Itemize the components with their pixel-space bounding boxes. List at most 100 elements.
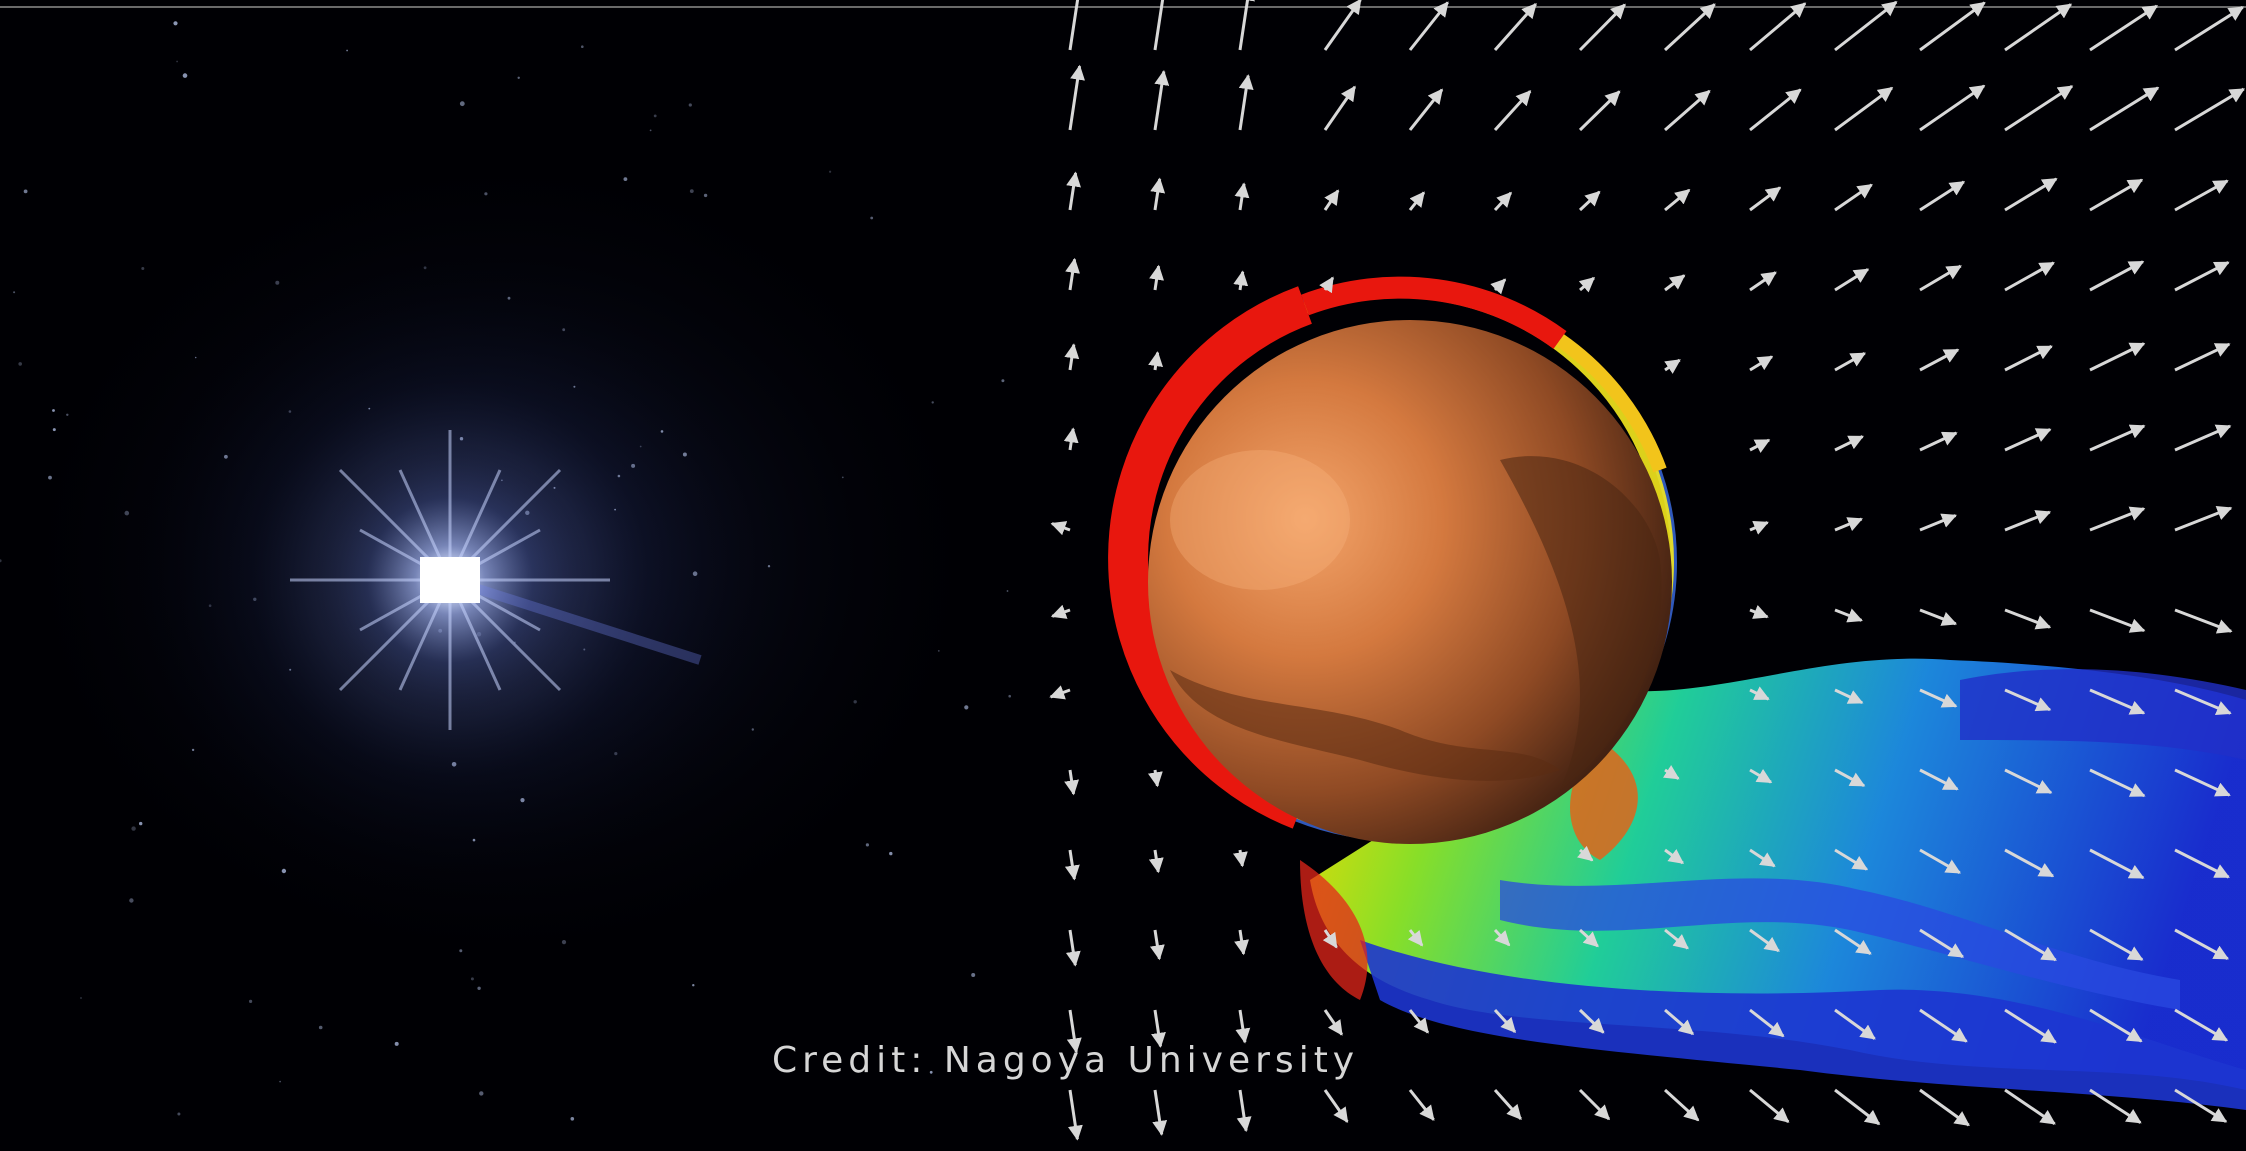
field-arrow: [1066, 171, 1081, 211]
field-arrow: [2004, 1088, 2056, 1125]
field-arrow: [1749, 186, 1782, 212]
star: [484, 192, 488, 196]
star: [18, 362, 23, 366]
field-arrow: [2004, 608, 2052, 630]
field-arrow: [1065, 929, 1081, 967]
field-arrow: [1919, 1, 1986, 52]
field-arrow: [1749, 2, 1807, 52]
field-arrow: [1664, 928, 1689, 950]
star: [80, 997, 82, 999]
field-arrow: [2004, 768, 2053, 794]
field-arrow: [1919, 848, 1962, 875]
field-arrow: [2004, 510, 2052, 532]
star: [459, 949, 463, 953]
field-arrow: [2089, 768, 2146, 798]
field-arrow: [1493, 191, 1512, 212]
star: [692, 984, 695, 987]
field-arrow: [1149, 264, 1164, 291]
field-arrow: [2089, 928, 2144, 961]
field-arrow: [1834, 517, 1863, 532]
field-arrow: [1578, 90, 1621, 132]
field-arrow: [1068, 0, 1080, 51]
field-arrow: [1408, 191, 1426, 211]
field-arrow: [1490, 278, 1507, 295]
star: [13, 291, 16, 294]
star: [561, 940, 567, 945]
field-arrow: [1919, 608, 1958, 626]
star: [281, 868, 287, 874]
field-arrow: [2089, 1088, 2142, 1124]
field-arrow: [2004, 345, 2053, 372]
field-arrow: [2089, 688, 2146, 715]
field-arrow: [1578, 928, 1599, 948]
star: [129, 898, 134, 903]
field-arrow: [2089, 1008, 2143, 1043]
field-arrow: [1408, 1009, 1430, 1034]
star: [177, 1112, 181, 1116]
star: [279, 1080, 281, 1083]
star: [623, 177, 628, 182]
field-arrow: [1919, 1008, 1968, 1043]
field-arrow: [1319, 276, 1335, 294]
field-arrow: [1068, 64, 1086, 131]
field-arrow: [1323, 1089, 1349, 1123]
star: [0, 559, 2, 563]
field-arrow: [1050, 521, 1071, 536]
field-arrow: [1578, 3, 1626, 52]
field-arrow: [1834, 928, 1872, 955]
star: [581, 45, 584, 48]
field-arrow: [1749, 520, 1769, 535]
star: [176, 60, 179, 63]
field-arrow: [1322, 929, 1338, 949]
field-arrow: [1664, 358, 1681, 374]
field-arrow: [1065, 257, 1081, 291]
field-arrow: [2089, 86, 2160, 132]
star: [52, 428, 56, 432]
field-arrow: [1408, 1089, 1435, 1121]
field-arrow: [1664, 89, 1711, 132]
field-arrow: [2004, 428, 2052, 452]
field-arrow: [1834, 608, 1863, 623]
field-arrow: [1063, 427, 1079, 451]
field-arrow: [1323, 0, 1362, 51]
field-arrow: [2004, 848, 2055, 878]
star: [570, 1117, 575, 1121]
star: [182, 73, 188, 78]
field-arrow: [1664, 188, 1691, 212]
field-arrow: [1578, 1088, 1611, 1121]
field-arrow: [1153, 0, 1165, 51]
field-arrow: [1663, 3, 1716, 52]
field-arrow: [2089, 506, 2146, 532]
field-arrow: [1749, 604, 1769, 619]
field-arrow: [1834, 848, 1869, 871]
star: [689, 189, 694, 194]
field-arrow: [2089, 260, 2145, 292]
star: [1008, 694, 1011, 698]
field-arrow: [2004, 928, 2057, 962]
field-arrow: [1662, 764, 1680, 780]
field-arrow: [1578, 276, 1596, 293]
star: [52, 409, 55, 412]
field-arrow: [2089, 608, 2146, 633]
star: [870, 216, 874, 220]
field-arrow: [1067, 1089, 1083, 1141]
star: [937, 650, 940, 652]
field-arrow: [1493, 1089, 1522, 1121]
field-arrow: [1919, 688, 1958, 708]
field-arrow: [1749, 88, 1802, 132]
field-arrow: [1049, 685, 1071, 700]
field-arrow: [2004, 177, 2058, 212]
field-arrow: [1064, 769, 1080, 796]
field-arrow: [1493, 90, 1532, 132]
field-arrow: [2174, 342, 2231, 372]
field-arrow: [1064, 849, 1080, 881]
field-arrow: [1236, 1089, 1252, 1133]
field-arrow: [1834, 86, 1894, 132]
field-arrow: [2004, 85, 2074, 132]
star: [841, 476, 844, 479]
field-arrow: [1064, 343, 1080, 371]
field-arrow: [2174, 1088, 2228, 1123]
star: [929, 1070, 933, 1074]
field-arrow: [1234, 929, 1249, 956]
star: [1001, 379, 1005, 383]
